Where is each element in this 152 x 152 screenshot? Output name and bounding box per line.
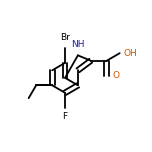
Text: O: O (112, 71, 119, 80)
Text: Br: Br (60, 33, 70, 42)
Text: F: F (62, 112, 68, 121)
Text: NH: NH (71, 40, 85, 49)
Text: OH: OH (124, 49, 138, 58)
